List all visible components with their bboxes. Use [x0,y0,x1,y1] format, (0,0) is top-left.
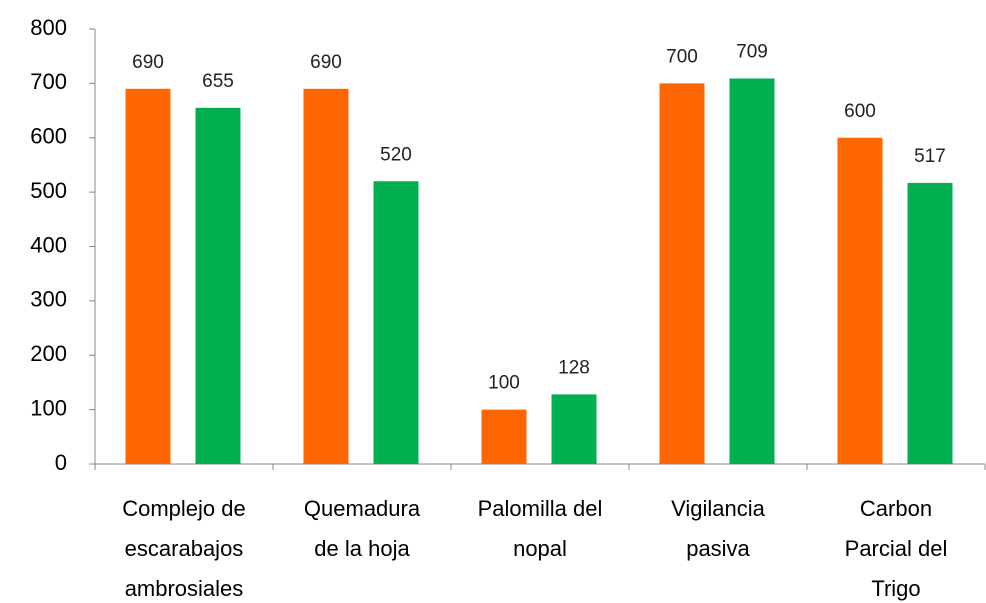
y-tick-label: 100 [30,395,67,420]
data-label: 655 [202,71,234,92]
bar [303,88,349,464]
bar [125,88,171,464]
x-tick-label: Palomilla del nopal [478,496,603,561]
data-label: 100 [488,373,520,394]
data-label: 520 [380,144,412,165]
data-label: 128 [558,357,590,378]
data-label: 690 [132,52,164,73]
bar [195,107,241,464]
data-label: 600 [844,101,876,122]
y-tick-label: 400 [30,232,67,257]
y-tick-label: 700 [30,69,67,94]
bar [659,83,705,464]
x-tick-label: Quemadura de la hoja [304,496,421,561]
data-label: 690 [310,52,342,73]
data-label: 700 [666,46,698,67]
x-tick-label: Carbon Parcial del Trigo [845,496,948,601]
y-tick-label: 600 [30,124,67,149]
y-tick-label: 300 [30,287,67,312]
y-tick-label: 800 [30,15,67,40]
y-tick-label: 500 [30,178,67,203]
x-tick-label: Vigilancia pasiva [671,496,766,561]
data-label: 517 [914,146,946,167]
data-label: 709 [736,41,768,62]
bar [551,394,597,464]
bar [907,182,953,464]
bar [481,409,527,464]
bar [837,137,883,464]
bar [729,78,775,464]
x-tick-label: Complejo de escarabajos ambrosiales [122,496,246,601]
y-tick-label: 0 [55,450,67,475]
y-tick-label: 200 [30,341,67,366]
bar [373,181,419,464]
